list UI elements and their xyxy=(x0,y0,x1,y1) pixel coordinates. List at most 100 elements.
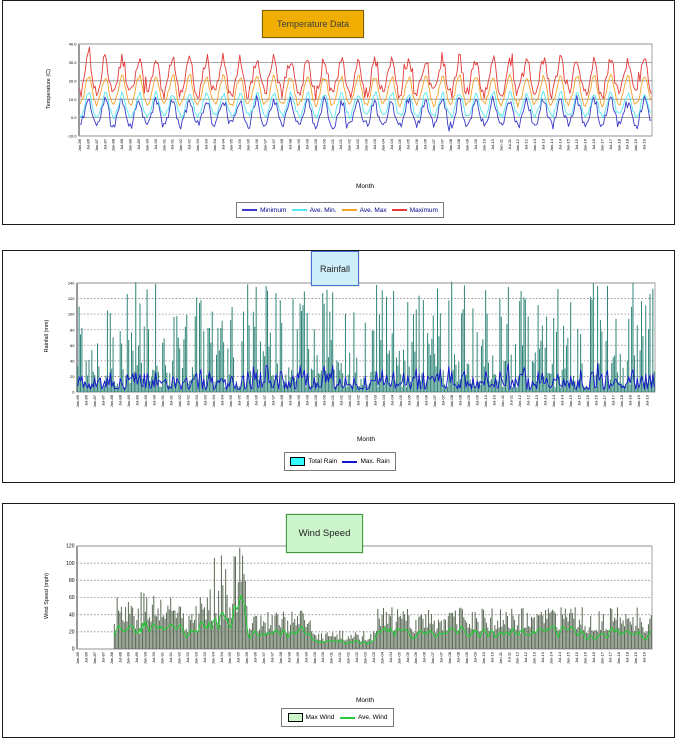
temperature-x-tick: Jan-09 xyxy=(465,138,470,151)
temperature-x-tick: Jan-10 xyxy=(481,138,486,151)
wind-x-tick: Jul-15 xyxy=(574,651,579,663)
rainfall-x-tick: Jan-15 xyxy=(568,394,573,407)
rainfall-x-tick: Jan-98 xyxy=(279,394,284,407)
rainfall-x-tick: Jan-16 xyxy=(585,394,590,407)
rainfall-x-tick: Jul-01 xyxy=(339,394,344,406)
rainfall-x-tick: Jul-93 xyxy=(203,394,208,406)
rainfall-y-tick: 60 xyxy=(70,343,75,348)
wind-x-tick: Jan-18 xyxy=(616,651,621,664)
temperature-x-tick: Jan-18 xyxy=(616,138,621,151)
rainfall-x-tick: Jan-04 xyxy=(381,394,386,407)
wind-x-tick: Jan-14 xyxy=(549,651,554,664)
temperature-line-ave-max xyxy=(79,73,652,108)
wind-legend-swatch xyxy=(287,713,303,722)
rainfall-x-tick: Jul-12 xyxy=(526,394,531,406)
wind-y-tick: 20 xyxy=(69,629,75,635)
rainfall-line-max-rain xyxy=(77,363,655,391)
wind-x-tick: Jul-16 xyxy=(591,651,596,663)
temperature-x-tick: Jan-06 xyxy=(414,138,419,151)
rainfall-x-tick: Jan-14 xyxy=(551,394,556,407)
rainfall-x-tick: Jan-18 xyxy=(619,394,624,407)
temperature-x-tick: Jul-08 xyxy=(456,138,461,150)
temperature-x-tick: Jul-14 xyxy=(557,138,562,150)
wind-x-tick: Jul-93 xyxy=(202,651,207,663)
temperature-x-ticks: Jan-86 Jul-86 Jan-87 Jul-87 Jan-88 Jul-88 Jan-… xyxy=(77,138,647,151)
wind-y-tick: 120 xyxy=(66,544,75,550)
rainfall-x-tick: Jul-92 xyxy=(186,394,191,406)
wind-y-tick: 0 xyxy=(72,647,75,653)
wind-legend-label: Max Wind xyxy=(305,714,335,721)
wind-x-tick: Jul-09 xyxy=(472,651,477,663)
temperature-x-tick: Jul-01 xyxy=(338,138,343,150)
rainfall-x-tick: Jul-16 xyxy=(594,394,599,406)
temperature-x-tick: Jan-14 xyxy=(549,138,554,151)
temperature-legend-item: Ave. Max xyxy=(341,207,387,214)
wind-x-tick: Jul-06 xyxy=(422,651,427,663)
temperature-line-ave-min- xyxy=(79,90,652,119)
wind-x-tick: Jan-09 xyxy=(464,651,469,664)
rainfall-x-tick: Jan-12 xyxy=(517,394,522,407)
rainfall-x-tick: Jul-09 xyxy=(475,394,480,406)
wind-x-tick: Jul-97 xyxy=(269,651,274,663)
wind-x-tick: Jan-88 xyxy=(109,651,114,664)
rainfall-x-axis-label: Month xyxy=(356,436,376,443)
temperature-x-tick: Jul-12 xyxy=(524,138,529,150)
wind-x-tick: Jul-87 xyxy=(100,651,105,663)
wind-x-tick: Jul-17 xyxy=(608,651,613,663)
wind-x-axis-label: Month xyxy=(355,697,375,704)
temperature-x-tick: Jan-90 xyxy=(144,138,149,151)
wind-x-tick: Jul-19 xyxy=(642,651,647,663)
rainfall-x-tick: Jul-88 xyxy=(118,394,123,406)
wind-x-tick: Jan-11 xyxy=(498,651,503,664)
rainfall-x-tick: Jan-11 xyxy=(500,394,505,407)
wind-x-tick: Jul-04 xyxy=(388,651,393,663)
rainfall-x-tick: Jul-07 xyxy=(441,394,446,406)
temperature-x-tick: Jan-15 xyxy=(566,138,571,151)
rainfall-x-tick: Jul-14 xyxy=(560,394,565,406)
temperature-x-tick: Jan-05 xyxy=(397,138,402,151)
temperature-x-tick: Jul-00 xyxy=(321,138,326,150)
wind-x-tick: Jan-95 xyxy=(227,651,232,664)
wind-x-tick: Jan-90 xyxy=(143,651,148,664)
rainfall-x-ticks: Jan-86 Jul-86 Jan-87 Jul-87 Jan-88 Jul-88 Jan-… xyxy=(75,394,650,407)
rainfall-x-tick: Jul-13 xyxy=(543,394,548,406)
wind-legend-item: Ave. Wind xyxy=(339,714,387,721)
temperature-x-tick: Jan-16 xyxy=(583,138,588,151)
wind-x-tick: Jan-01 xyxy=(329,651,334,664)
rainfall-x-tick: Jan-13 xyxy=(534,394,539,407)
rainfall-x-tick: Jan-91 xyxy=(160,394,165,407)
rainfall-x-tick: Jul-97 xyxy=(271,394,276,406)
temperature-y-tick: 0.0 xyxy=(71,115,77,120)
wind-x-tick: Jan-08 xyxy=(447,651,452,664)
temperature-x-tick: Jul-04 xyxy=(389,138,394,150)
rainfall-x-tick: Jan-97 xyxy=(262,394,267,407)
rainfall-legend-item: Total Rain xyxy=(290,457,337,466)
wind-x-tick: Jul-10 xyxy=(489,651,494,663)
temperature-x-tick: Jan-04 xyxy=(380,138,385,151)
rainfall-x-tick: Jul-05 xyxy=(407,394,412,406)
rainfall-x-tick: Jul-00 xyxy=(322,394,327,406)
rainfall-x-tick: Jul-98 xyxy=(288,394,293,406)
temperature-x-tick: Jan-12 xyxy=(515,138,520,151)
rainfall-y-tick: 40 xyxy=(70,358,75,363)
wind-x-tick: Jul-98 xyxy=(286,651,291,663)
rainfall-x-tick: Jan-96 xyxy=(245,394,250,407)
rainfall-x-tick: Jul-17 xyxy=(611,394,616,406)
wind-x-tick: Jul-00 xyxy=(320,651,325,663)
wind-x-tick: Jan-12 xyxy=(515,651,520,664)
temperature-x-tick: Jul-92 xyxy=(187,138,192,150)
wind-x-tick: Jan-19 xyxy=(633,651,638,664)
rainfall-x-tick: Jul-19 xyxy=(645,394,650,406)
rainfall-chart-panel: 0 20 40 60 80 100 120 140 Jan-86 Jul-86 Jan-87 Jul-… xyxy=(2,250,675,483)
rainfall-x-tick: Jan-95 xyxy=(228,394,233,407)
wind-x-tick: Jan-10 xyxy=(481,651,486,664)
rainfall-x-tick: Jul-04 xyxy=(390,394,395,406)
rainfall-x-tick: Jan-92 xyxy=(177,394,182,407)
wind-x-tick: Jan-98 xyxy=(278,651,283,664)
temperature-legend-label: Maximum xyxy=(409,206,438,214)
temperature-legend-swatch xyxy=(341,209,357,211)
rainfall-x-tick: Jan-06 xyxy=(415,394,420,407)
wind-speed-chart-panel: 0 20 40 60 80 100 120 Jan-86 Jul-86 Jan-87 Jul-87 J… xyxy=(2,503,675,738)
temperature-x-tick: Jul-89 xyxy=(136,138,141,150)
